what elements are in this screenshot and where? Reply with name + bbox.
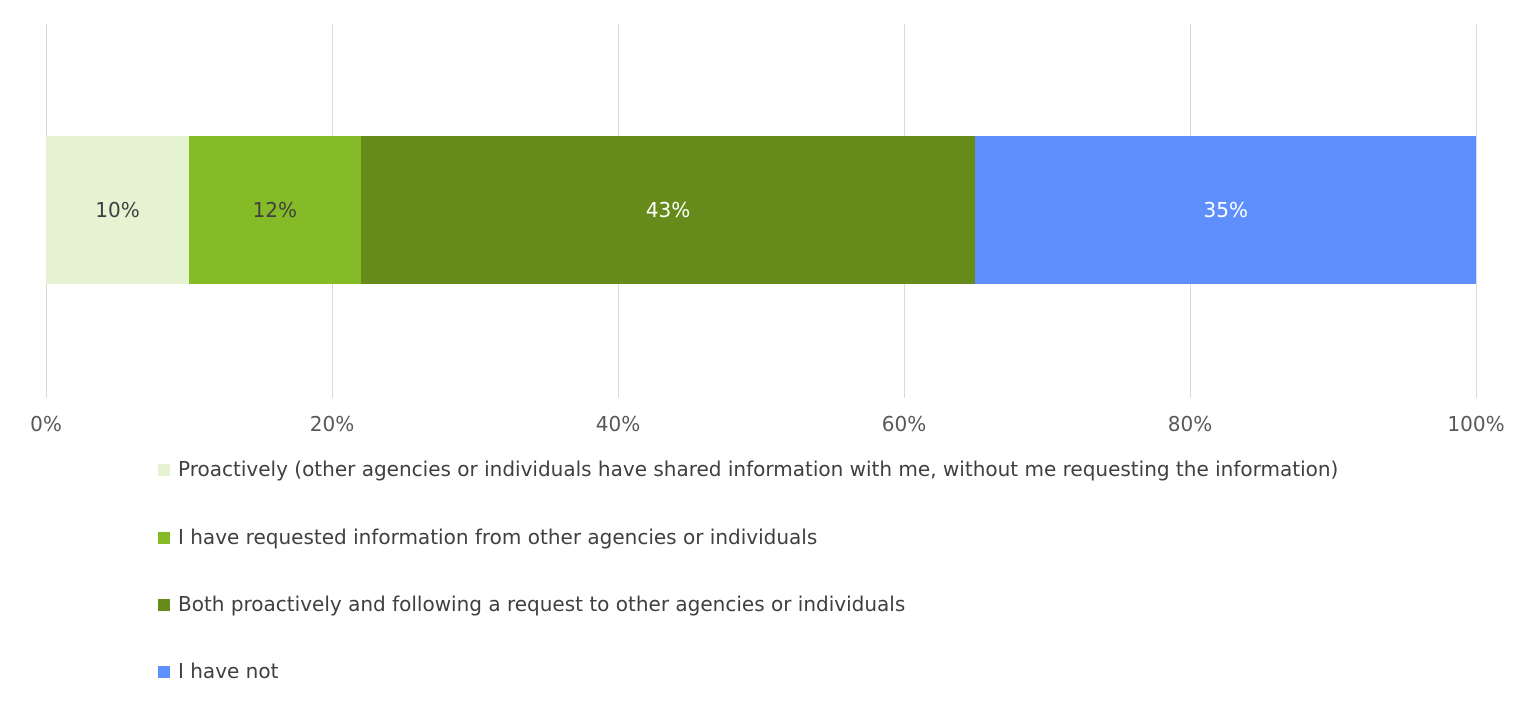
legend-label: Both proactively and following a request…	[178, 592, 906, 616]
bar-segment-proactively: 10%	[46, 136, 189, 284]
data-label: 10%	[95, 198, 140, 222]
data-label: 35%	[1203, 198, 1248, 222]
data-label: 43%	[645, 198, 691, 222]
legend-label: I have requested information from other …	[178, 525, 818, 549]
bar-segment-requested: 12%	[189, 136, 361, 284]
legend-label: Proactively (other agencies or individua…	[178, 457, 1339, 481]
x-tick-label: 0%	[30, 412, 62, 436]
bar-segment-not: 35%	[975, 136, 1476, 284]
bar-segment-both: 43%	[360, 136, 976, 284]
legend-swatch	[158, 464, 170, 476]
legend-item-both: Both proactively and following a request…	[158, 591, 1418, 618]
x-tick-label: 20%	[309, 412, 355, 436]
legend-item-requested: I have requested information from other …	[158, 524, 1418, 551]
x-tick-label: 60%	[881, 412, 927, 436]
gridline-100	[1476, 24, 1477, 398]
x-tick-label: 40%	[595, 412, 641, 436]
plot-area: 10% 12% 43% 35%	[46, 24, 1477, 398]
legend-label: I have not	[178, 659, 279, 683]
legend-item-not: I have not	[158, 658, 1418, 685]
legend-swatch	[158, 532, 170, 544]
legend-swatch	[158, 666, 170, 678]
stacked-bar: 10% 12% 43% 35%	[46, 136, 1476, 284]
legend-swatch	[158, 599, 170, 611]
x-tick-label: 80%	[1167, 412, 1213, 436]
x-tick-label: 100%	[1447, 412, 1505, 436]
data-label: 12%	[252, 198, 298, 222]
legend-item-proactively: Proactively (other agencies or individua…	[158, 456, 1418, 483]
